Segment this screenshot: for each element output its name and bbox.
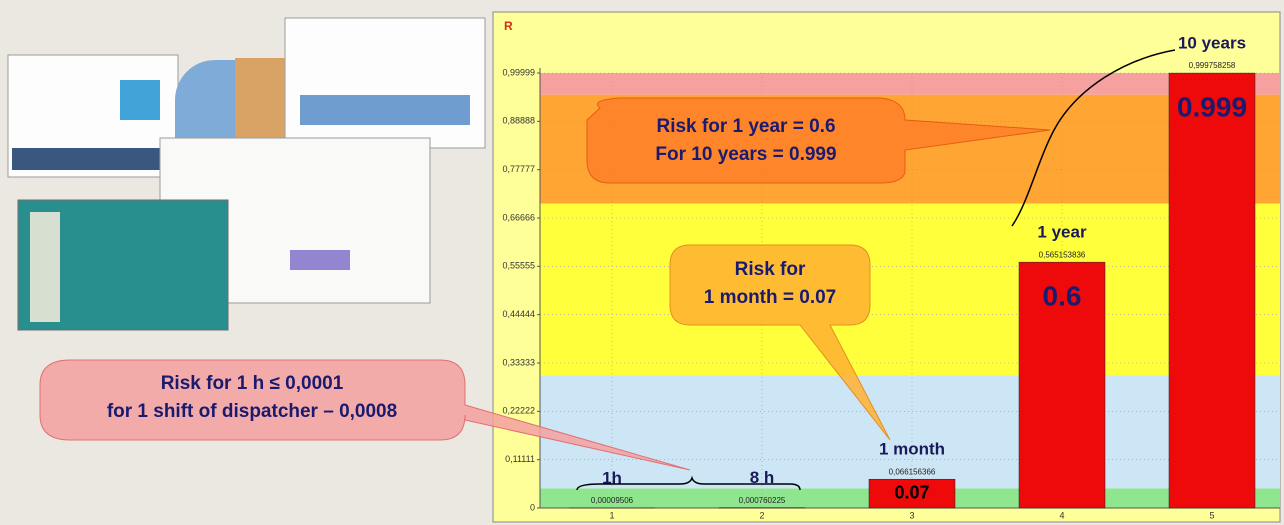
- x-tick-label: 3: [909, 510, 914, 520]
- plant-detail: [290, 250, 350, 270]
- bar-note: 0.07: [894, 482, 929, 502]
- risk-zone: [540, 73, 1280, 95]
- plot-area: 0 0,11111 0,22222 0,33333 0,44444 0,55555 0,66…: [502, 34, 1280, 520]
- value-label: 0,00009506: [591, 496, 634, 505]
- y-tick-label: 0,99999: [502, 67, 535, 77]
- bar: [1018, 261, 1106, 509]
- illustrations: [7, 17, 486, 331]
- callout-text: Risk for: [735, 259, 806, 280]
- bar: [1168, 72, 1256, 509]
- y-tick-label: 0: [530, 502, 535, 512]
- y-tick-label: 0,77777: [502, 164, 535, 174]
- y-tick-label: 0,44444: [502, 309, 535, 319]
- bar-name: 1 year: [1037, 223, 1087, 242]
- diagram-detail: [120, 80, 160, 120]
- diagram-detail: [12, 148, 172, 170]
- bar-name: 10 years: [1178, 34, 1246, 53]
- value-label: 0,565153836: [1039, 250, 1086, 259]
- scheme-detail: [300, 95, 470, 125]
- x-tick-label: 5: [1209, 510, 1214, 520]
- value-label: 0,000760225: [739, 496, 786, 505]
- value-label: 0,999758258: [1189, 61, 1236, 70]
- callout-bubble: [586, 97, 1051, 184]
- bar-name: 1 month: [879, 440, 945, 459]
- risk-zone: [540, 375, 1280, 489]
- callout-bubble: [669, 244, 891, 441]
- scheme-image: [284, 17, 486, 149]
- brace: [576, 475, 801, 491]
- x-tick-label: 4: [1059, 510, 1064, 520]
- y-tick-label: 0,33333: [502, 357, 535, 367]
- y-axis-label: R: [504, 19, 513, 33]
- x-tick-label: 2: [759, 510, 764, 520]
- callout-text: For 10 years = 0.999: [655, 144, 836, 165]
- callout-text: for 1 shift of dispatcher – 0,0008: [107, 401, 397, 422]
- bar-name: 1h: [602, 468, 622, 487]
- bracket: [1011, 49, 1176, 227]
- callout-text: 1 month = 0.07: [704, 287, 837, 308]
- y-tick-label: 0,11111: [505, 454, 535, 464]
- y-tick-label: 0,55555: [502, 261, 535, 271]
- y-tick-label: 0,66666: [502, 212, 535, 222]
- bar-note: 0.999: [1177, 91, 1247, 122]
- callout-text: Risk for 1 h ≤ 0,0001: [161, 373, 344, 394]
- value-label: 0,066156366: [889, 467, 936, 476]
- bar-name: 8 h: [750, 468, 775, 487]
- callout-bubble: [39, 359, 691, 471]
- callout-text: Risk for 1 year = 0.6: [656, 116, 835, 137]
- risk-zone: [540, 203, 1280, 376]
- screen-detail: [30, 212, 60, 322]
- bar: [868, 478, 956, 509]
- y-tick-label: 0,22222: [502, 406, 535, 416]
- y-tick-label: 0,88888: [502, 116, 535, 126]
- bar-note: 0.6: [1043, 281, 1082, 312]
- x-tick-label: 1: [609, 510, 614, 520]
